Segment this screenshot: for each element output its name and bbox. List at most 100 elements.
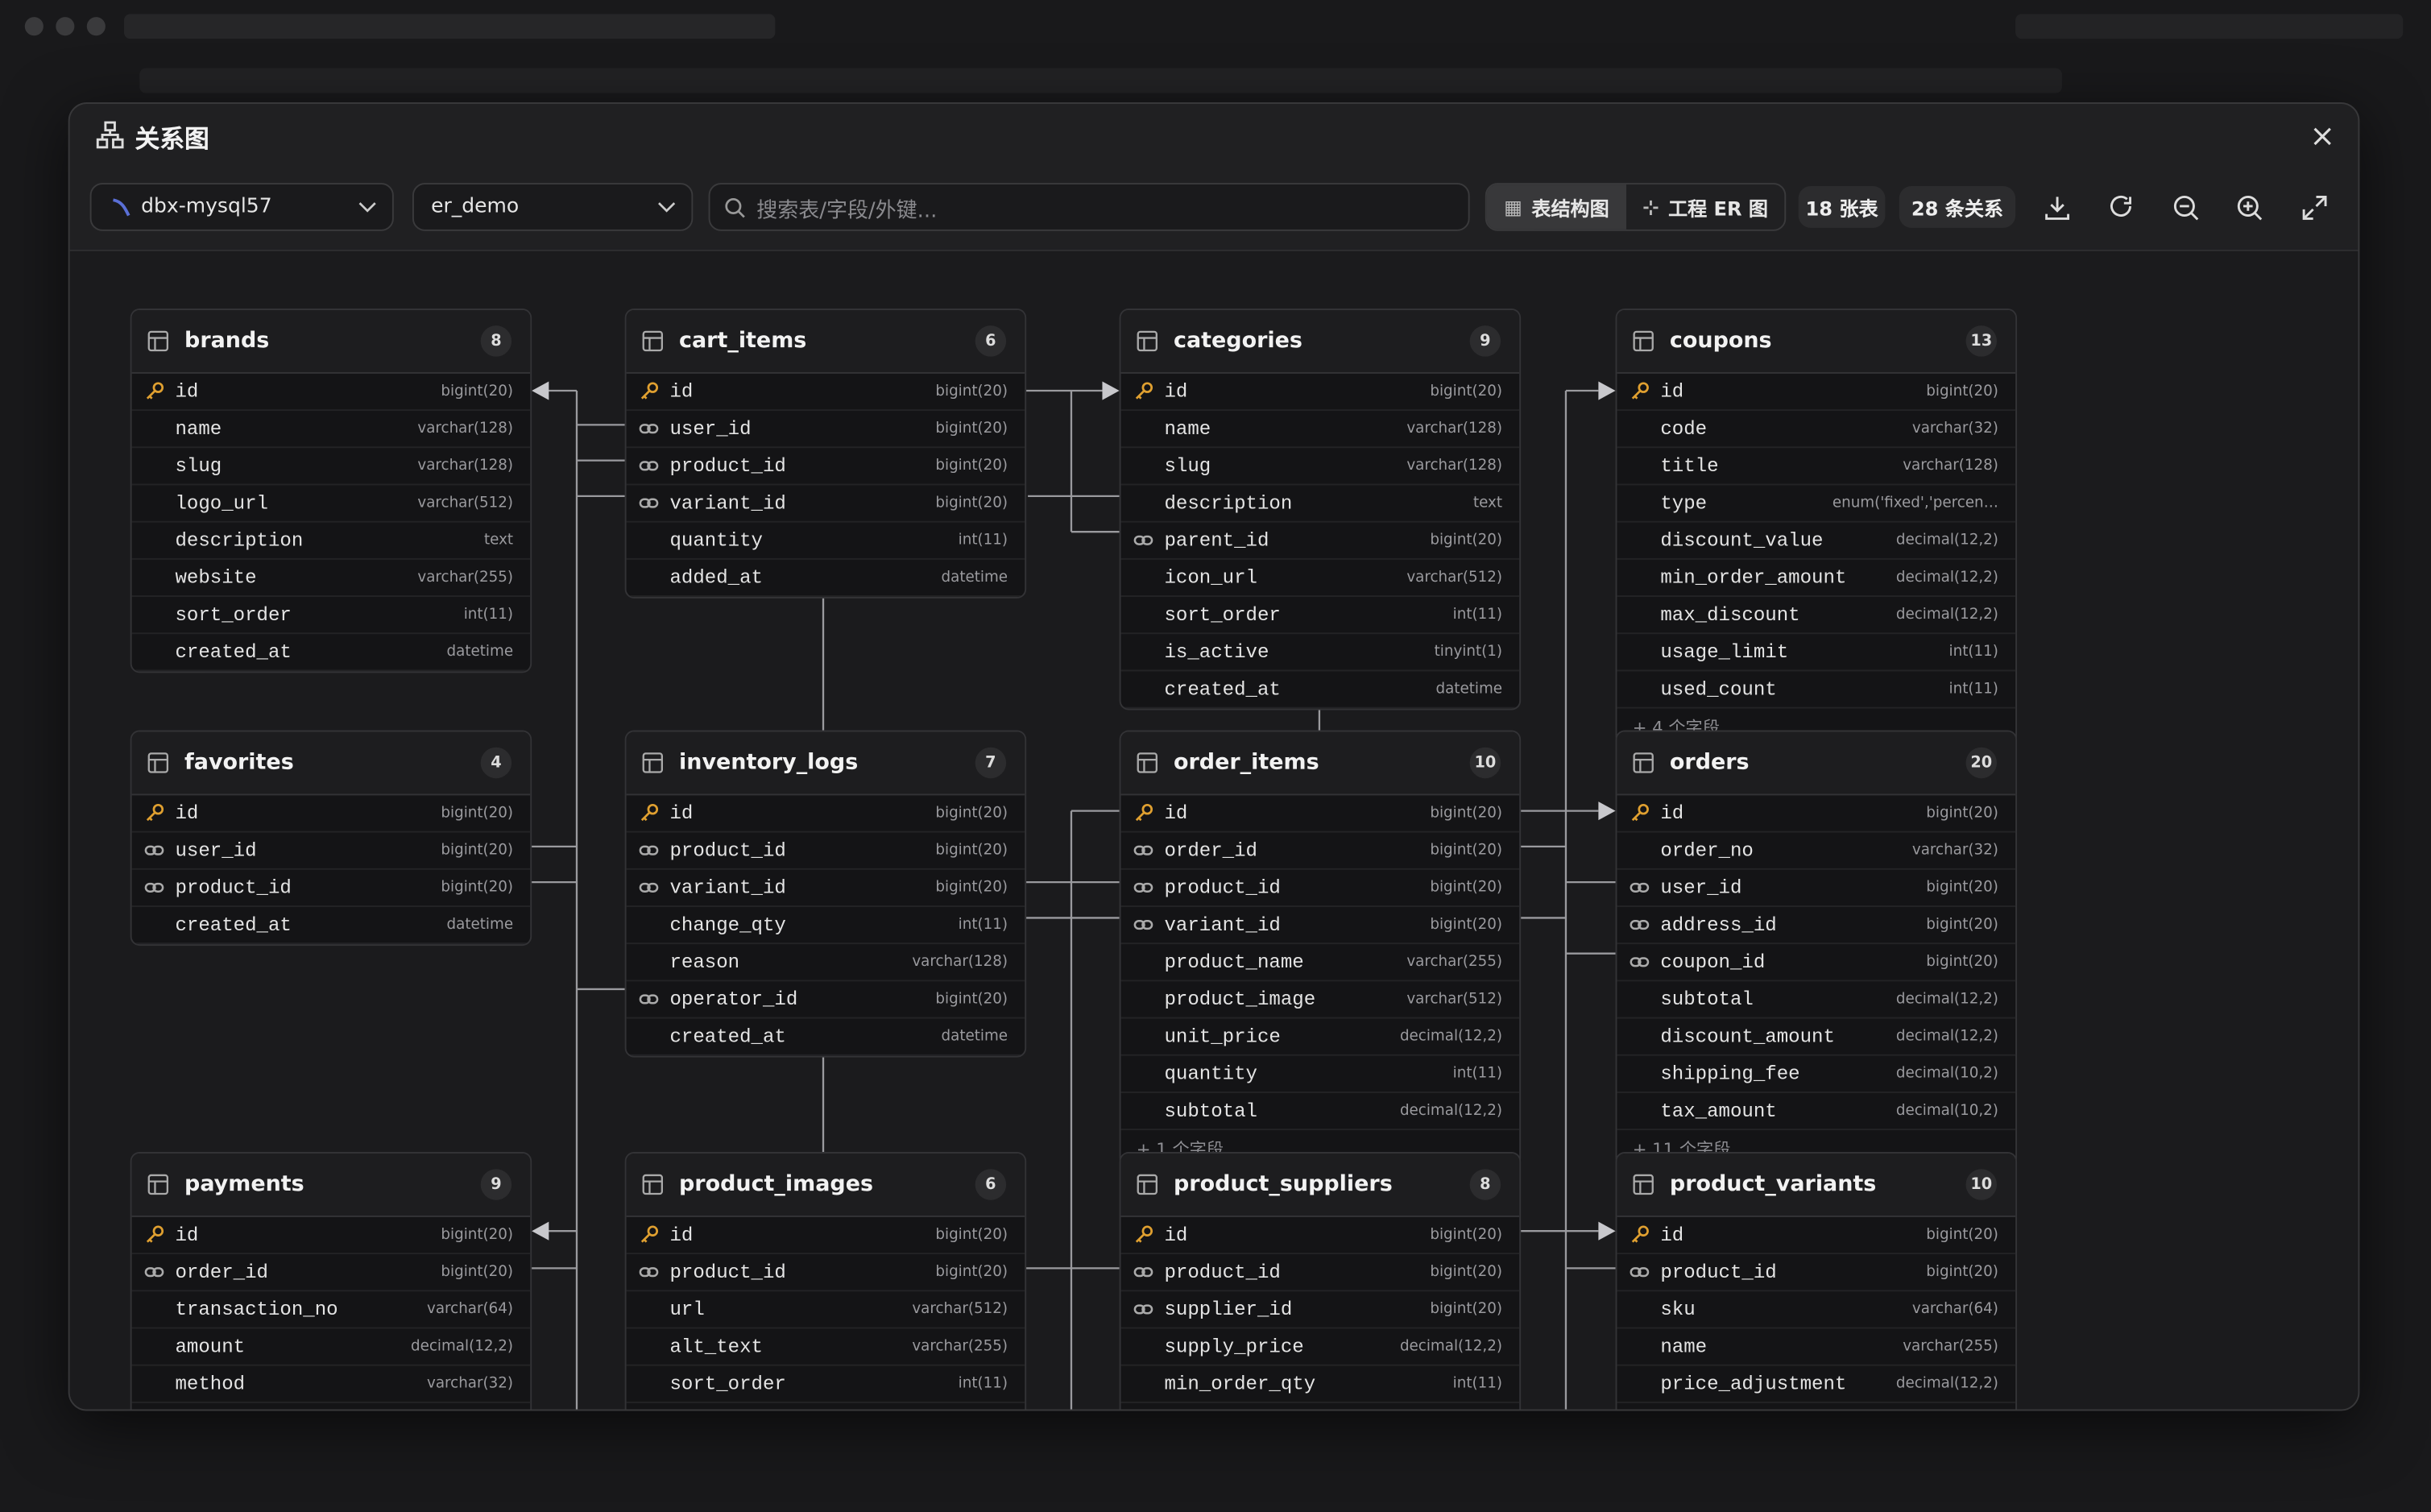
column-type: datetime bbox=[446, 643, 514, 661]
column-type: bigint(20) bbox=[935, 842, 1008, 860]
view-tabs: ▦ 表结构图 ⊹ 工程 ER 图 bbox=[1485, 183, 1787, 231]
column-name: sku bbox=[1660, 1298, 1696, 1320]
fullscreen-button[interactable] bbox=[2302, 195, 2327, 220]
table-count: 18 张表 bbox=[1798, 185, 1886, 228]
column-type: varchar(128) bbox=[417, 420, 514, 437]
column-type: bigint(20) bbox=[1926, 804, 1998, 822]
table-card[interactable]: orders 20 id bigint(20) order_no varchar(32) u… bbox=[1615, 730, 2018, 1168]
column-type: decimal(12,2) bbox=[1895, 532, 1998, 549]
table-card[interactable]: coupons 13 id bigint(20) code varchar(32) titl… bbox=[1615, 309, 2018, 746]
window-button[interactable] bbox=[56, 17, 75, 36]
relation-arrow bbox=[532, 381, 549, 400]
column-name: change_qty bbox=[669, 913, 786, 936]
relation-count: 28 条关系 bbox=[1899, 185, 2016, 228]
column-type: enum('fixed','percen… bbox=[1832, 494, 1998, 512]
table-header: favorites 4 bbox=[131, 731, 531, 796]
view-tab[interactable]: ⊹ 工程 ER 图 bbox=[1626, 193, 1784, 222]
column-type: varchar(512) bbox=[1406, 569, 1503, 586]
column-row: created_at datetime bbox=[131, 634, 531, 672]
key-icon bbox=[1121, 803, 1165, 823]
column-name: is_active bbox=[1164, 640, 1269, 663]
zoom-out-button[interactable] bbox=[2173, 195, 2199, 221]
column-row: id bigint(20) bbox=[131, 795, 531, 833]
column-type: decimal(12,2) bbox=[1895, 1028, 1998, 1046]
column-row: discount_value decimal(12,2) bbox=[1617, 523, 2016, 560]
column-row: transaction_no varchar(64) bbox=[131, 1291, 531, 1329]
column-row: discount_amount decimal(12,2) bbox=[1617, 1019, 2016, 1056]
relation-arrow bbox=[1598, 381, 1616, 400]
close-button[interactable] bbox=[2312, 126, 2334, 147]
column-name: created_at bbox=[669, 1025, 786, 1048]
column-row: logo_url varchar(512) bbox=[131, 485, 531, 523]
column-type: datetime bbox=[1435, 680, 1503, 698]
column-name: description bbox=[1164, 492, 1293, 515]
search-icon bbox=[725, 197, 745, 217]
column-type: bigint(20) bbox=[935, 879, 1008, 897]
table-name: orders bbox=[1669, 750, 1750, 776]
column-row: stockint(11) bbox=[1617, 1403, 2015, 1410]
column-row: code varchar(32) bbox=[1617, 411, 2016, 449]
window-button[interactable] bbox=[86, 17, 106, 36]
column-count: 8 bbox=[1469, 1169, 1501, 1200]
toolbar-icons bbox=[2045, 195, 2327, 221]
column-row: min_order_amount decimal(12,2) bbox=[1617, 560, 2016, 598]
column-count: 10 bbox=[1965, 1169, 1998, 1200]
table-card[interactable]: product_images 6 id bigint(20) product_id big… bbox=[624, 1152, 1027, 1410]
column-name: id bbox=[1660, 802, 1684, 824]
table-header: product_images 6 bbox=[626, 1153, 1025, 1217]
table-name: inventory_logs bbox=[679, 750, 859, 776]
column-row: id bigint(20) bbox=[1617, 795, 2016, 833]
table-card[interactable]: order_items 10 id bigint(20) order_id bigint(… bbox=[1119, 730, 1522, 1168]
column-name: id bbox=[1660, 1224, 1684, 1246]
column-type: bigint(20) bbox=[935, 457, 1008, 474]
column-row: added_at datetime bbox=[626, 560, 1025, 598]
download-button[interactable] bbox=[2045, 197, 2069, 220]
zoom-in-button[interactable] bbox=[2237, 195, 2263, 221]
column-row: variant_id bigint(20) bbox=[626, 870, 1025, 907]
table-header: inventory_logs 7 bbox=[626, 731, 1025, 796]
column-row: product_id bigint(20) bbox=[626, 448, 1025, 486]
column-row: method varchar(32) bbox=[131, 1366, 531, 1403]
database-select[interactable]: er_demo bbox=[412, 183, 694, 231]
connection-select[interactable]: dbx-mysql57 bbox=[89, 183, 394, 231]
table-card[interactable]: favorites 4 id bigint(20) user_id bigint(20) p… bbox=[130, 730, 532, 947]
column-type: varchar(32) bbox=[1911, 842, 1998, 860]
column-type: bigint(20) bbox=[1430, 1226, 1503, 1244]
column-name: product_id bbox=[669, 454, 786, 477]
column-type: varchar(128) bbox=[417, 457, 514, 474]
column-name: id bbox=[175, 380, 199, 403]
column-name: slug bbox=[175, 454, 222, 477]
column-type: varchar(64) bbox=[427, 1300, 514, 1318]
window-button[interactable] bbox=[24, 17, 43, 36]
column-row: lead_time_daysint(11) bbox=[1121, 1403, 1520, 1410]
column-row: id bigint(20) bbox=[626, 374, 1025, 412]
column-name: order_id bbox=[175, 1261, 269, 1283]
column-name: variant_id bbox=[669, 492, 786, 515]
chevron bbox=[358, 201, 376, 212]
view-tab[interactable]: ▦ 表结构图 bbox=[1486, 184, 1627, 230]
key-icon bbox=[627, 803, 670, 823]
table-card[interactable]: payments 9 id bigint(20) order_id bigint(20) t… bbox=[130, 1152, 532, 1410]
table-card[interactable]: product_suppliers 8 id bigint(20) product_id… bbox=[1119, 1152, 1522, 1410]
refresh-button[interactable] bbox=[2110, 195, 2131, 217]
column-type: bigint(20) bbox=[441, 804, 514, 822]
column-type: bigint(20) bbox=[1926, 383, 1998, 400]
column-type: bigint(20) bbox=[935, 990, 1008, 1009]
tab-label: 工程 ER 图 bbox=[1668, 197, 1768, 221]
table-icon bbox=[1617, 330, 1669, 352]
table-card[interactable]: inventory_logs 7 id bigint(20) product_id big… bbox=[624, 730, 1027, 1058]
column-name: product_id bbox=[1660, 1261, 1777, 1283]
chevron bbox=[658, 201, 676, 212]
table-card[interactable]: cart_items 6 id bigint(20) user_id bigint(20)… bbox=[624, 309, 1027, 599]
column-row: name varchar(255) bbox=[1617, 1328, 2016, 1366]
column-count: 9 bbox=[480, 1169, 512, 1200]
column-row: address_id bigint(20) bbox=[1617, 907, 2016, 945]
table-card[interactable]: brands 8 id bigint(20) name varchar(128) slug v… bbox=[130, 309, 532, 673]
column-row: id bigint(20) bbox=[131, 1217, 531, 1255]
search-input[interactable]: 搜索表/字段/外键... bbox=[708, 183, 1470, 231]
column-count: 8 bbox=[480, 325, 512, 357]
table-card[interactable]: product_variants 10 id bigint(20) product_id… bbox=[1615, 1152, 2018, 1410]
table-card[interactable]: categories 9 id bigint(20) name varchar(128) s… bbox=[1119, 309, 1522, 710]
column-count: 6 bbox=[975, 1169, 1007, 1200]
